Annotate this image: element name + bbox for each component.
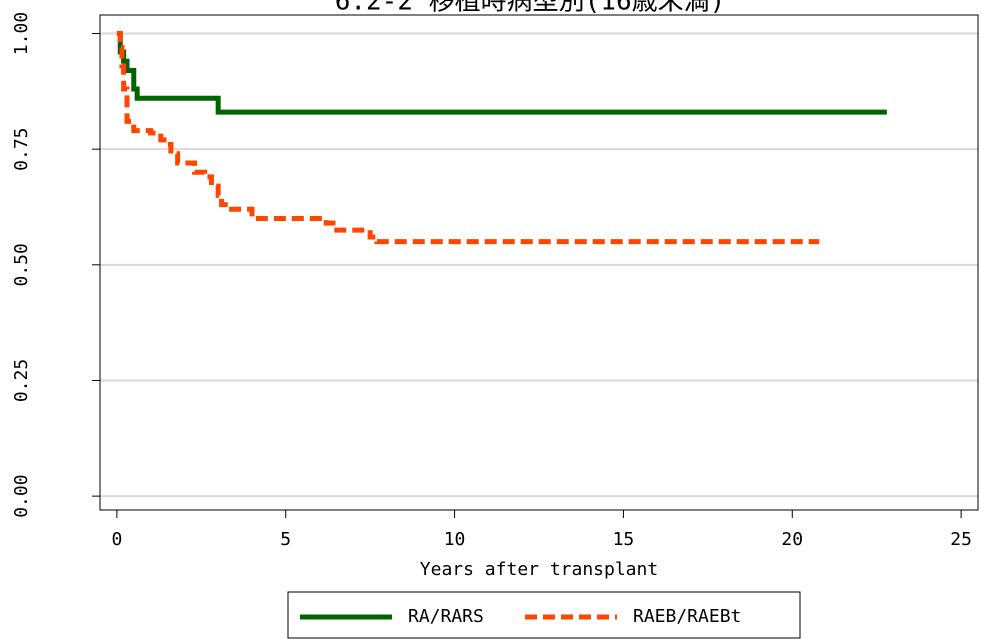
x-tick-label: 15: [613, 529, 635, 550]
y-tick-label: 1.00: [11, 12, 32, 55]
y-tick-label: 0.25: [11, 359, 32, 402]
x-tick-label: 5: [280, 529, 291, 550]
chart-title: 6.2-2 移植時病型別(16歳未満): [335, 0, 726, 17]
y-tick-label: 0.00: [11, 474, 32, 517]
series-line: [116, 31, 887, 115]
x-axis-label: Years after transplant: [420, 559, 658, 580]
plot-frame: [99, 14, 979, 511]
x-tick-label: 25: [950, 529, 972, 550]
x-tick-label: 20: [781, 529, 803, 550]
x-tick-label: 10: [444, 529, 466, 550]
legend-label: RA/RARS: [408, 606, 484, 627]
y-tick-label: 0.75: [11, 127, 32, 170]
y-tick-label: 0.50: [11, 243, 32, 286]
series-line: [116, 31, 820, 245]
legend-label: RAEB/RAEBt: [633, 606, 741, 627]
x-tick-label: 0: [111, 529, 122, 550]
